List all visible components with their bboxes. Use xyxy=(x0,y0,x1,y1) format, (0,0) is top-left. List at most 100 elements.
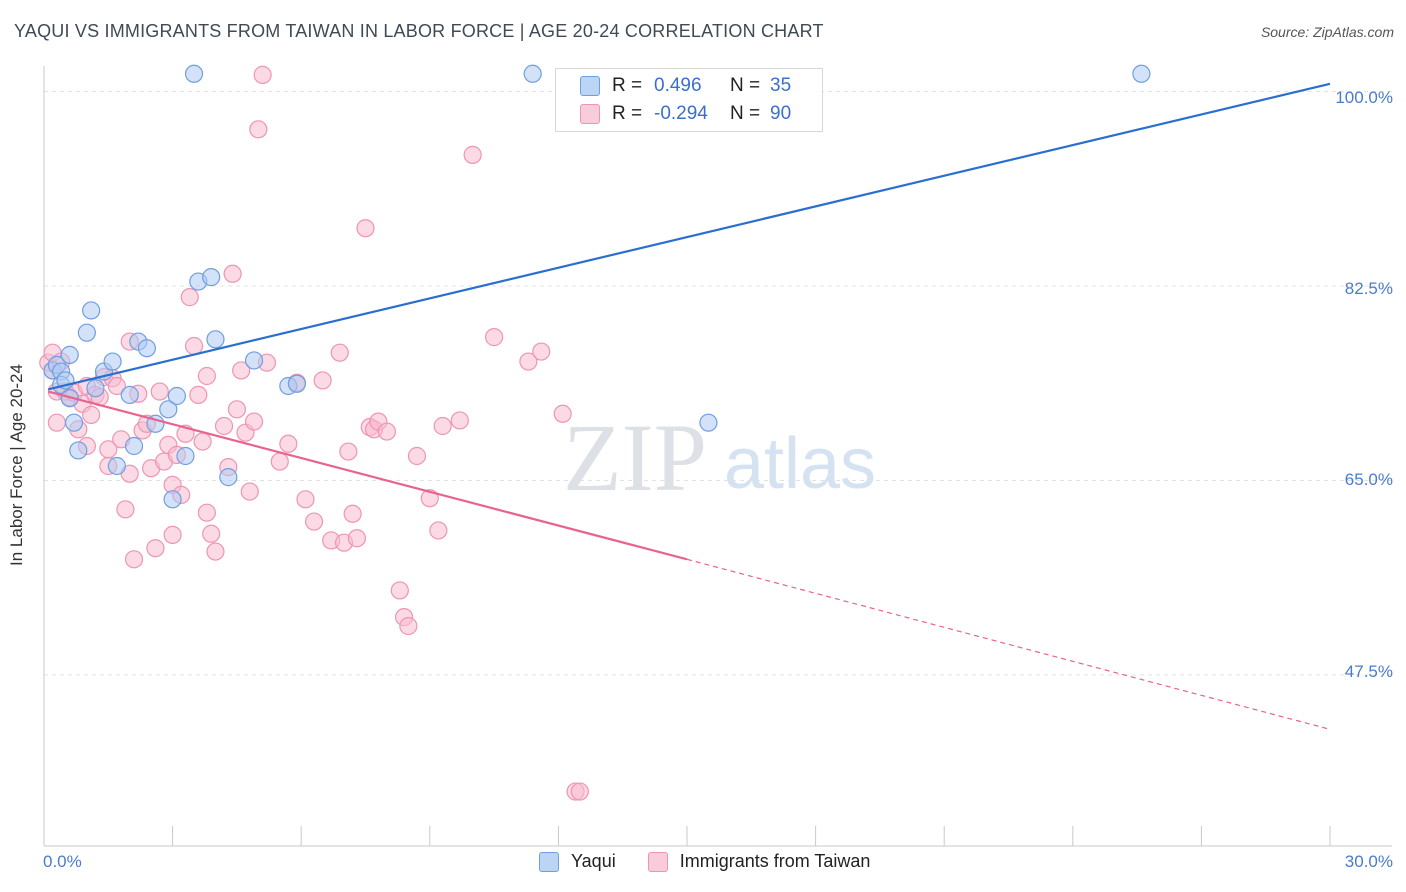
yaqui-point xyxy=(159,400,178,419)
taiwan-point xyxy=(193,432,212,451)
taiwan-point xyxy=(433,416,452,436)
series-legend: Yaqui Immigrants from Taiwan xyxy=(539,851,902,872)
taiwan-point xyxy=(304,512,324,531)
legend-label-yaqui: Yaqui xyxy=(571,851,616,871)
taiwan-point xyxy=(390,581,409,600)
taiwan-point xyxy=(227,400,246,419)
taiwan-point xyxy=(270,452,289,471)
yaqui-point xyxy=(107,456,126,476)
chart-title: YAQUI VS IMMIGRANTS FROM TAIWAN IN LABOR… xyxy=(14,21,824,41)
taiwan-point xyxy=(180,288,199,307)
yaqui-point xyxy=(163,490,182,509)
legend-n-value: 35 xyxy=(770,75,792,96)
yaqui-point xyxy=(60,345,79,364)
taiwan-point xyxy=(296,490,315,509)
taiwan-point xyxy=(240,482,259,501)
taiwan-trend-extension xyxy=(686,558,1331,730)
taiwan-point xyxy=(450,411,469,430)
yaqui-trend-line xyxy=(48,82,1331,391)
legend-r-label: R = xyxy=(612,75,643,96)
taiwan-point xyxy=(146,539,165,558)
grid-lines xyxy=(44,91,1392,676)
axes xyxy=(43,66,1392,847)
legend-n-value: 90 xyxy=(770,103,792,124)
legend-row-taiwan: R = -0.294 N = 90 xyxy=(580,101,791,127)
yaqui-point xyxy=(1132,64,1151,83)
taiwan-point xyxy=(330,343,349,362)
legend-n-label: N = xyxy=(730,103,761,124)
taiwan-point xyxy=(197,503,216,522)
yaqui-point xyxy=(244,351,264,370)
y-tick-label-65: 65.0% xyxy=(1344,470,1393,489)
taiwan-point xyxy=(347,529,367,548)
y-tick-label-100: 100.0% xyxy=(1335,88,1393,107)
legend-r-label: R = xyxy=(612,103,643,124)
legend-item-yaqui: Yaqui xyxy=(539,851,616,872)
yaqui-point xyxy=(287,374,307,393)
trend-lines xyxy=(48,82,1331,730)
taiwan-point xyxy=(463,145,482,164)
taiwan-point xyxy=(249,120,268,139)
taiwan-swatch xyxy=(580,104,600,124)
taiwan-point xyxy=(82,405,101,424)
taiwan-point xyxy=(399,616,418,636)
taiwan-point xyxy=(202,524,221,543)
legend-r-value: -0.294 xyxy=(654,103,708,124)
taiwan-point xyxy=(124,550,144,569)
legend-n-label: N = xyxy=(730,75,761,96)
taiwan-point xyxy=(116,500,135,519)
watermark: ZIP atlas xyxy=(563,404,876,511)
yaqui-points xyxy=(43,64,1151,509)
yaqui-point xyxy=(202,268,221,287)
taiwan-trend-line xyxy=(48,390,688,561)
legend-r-value: 0.496 xyxy=(654,75,702,96)
yaqui-point xyxy=(64,413,84,432)
taiwan-point xyxy=(377,422,397,441)
yaqui-point xyxy=(167,386,186,406)
yaqui-point xyxy=(124,436,144,456)
taiwan-points xyxy=(39,65,589,801)
taiwan-point xyxy=(150,382,169,401)
taiwan-point xyxy=(570,782,589,801)
yaqui-point xyxy=(176,446,195,466)
legend-row-yaqui: R = 0.496 N = 35 xyxy=(580,73,791,99)
y-axis-label: In Labor Force | Age 20-24 xyxy=(7,364,26,566)
yaqui-point xyxy=(206,330,225,349)
taiwan-point xyxy=(343,504,362,523)
yaqui-swatch xyxy=(580,76,600,96)
taiwan-point xyxy=(485,328,504,347)
taiwan-point xyxy=(99,440,118,459)
taiwan-point xyxy=(407,446,427,466)
taiwan-point xyxy=(232,361,251,380)
watermark-atlas: atlas xyxy=(724,424,876,504)
taiwan-point xyxy=(184,336,204,356)
taiwan-point xyxy=(206,542,225,561)
yaqui-point xyxy=(699,413,718,432)
yaqui-point xyxy=(86,379,105,398)
taiwan-point xyxy=(553,404,572,423)
taiwan-point xyxy=(519,352,538,371)
taiwan-point xyxy=(244,412,264,431)
yaqui-legend-swatch xyxy=(539,851,559,872)
taiwan-point xyxy=(356,219,375,238)
taiwan-point xyxy=(429,521,448,540)
yaqui-point xyxy=(120,385,139,404)
taiwan-point xyxy=(214,416,234,436)
taiwan-legend-swatch xyxy=(647,851,668,872)
source-credit: Source: ZipAtlas.com xyxy=(1260,24,1394,40)
taiwan-point xyxy=(197,366,216,386)
yaqui-point xyxy=(219,468,238,487)
yaqui-point xyxy=(69,441,88,460)
y-tick-label-47-5: 47.5% xyxy=(1344,662,1393,681)
x-tick-label-min: 0.0% xyxy=(43,852,82,871)
taiwan-point xyxy=(339,442,358,461)
yaqui-point xyxy=(77,323,96,342)
taiwan-point xyxy=(223,264,242,283)
yaqui-point xyxy=(184,64,204,83)
taiwan-point xyxy=(532,342,551,361)
taiwan-point xyxy=(107,376,126,396)
y-tick-label-82-5: 82.5% xyxy=(1344,279,1393,298)
taiwan-point xyxy=(313,371,332,390)
taiwan-point xyxy=(47,413,66,432)
